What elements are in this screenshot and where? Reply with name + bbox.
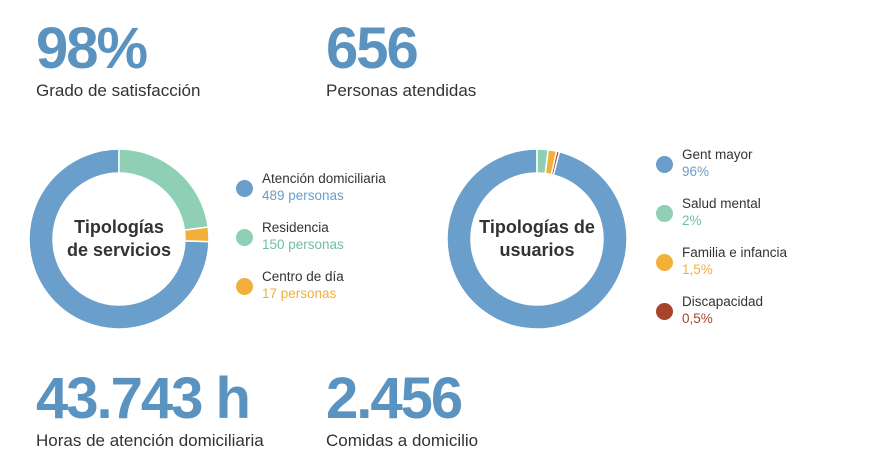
legend-color-dot (236, 180, 253, 197)
stat-satisfaction: 98% Grado de satisfacción (36, 16, 201, 100)
legend-value: 489 personas (262, 188, 344, 203)
stat-label: Grado de satisfacción (36, 81, 201, 100)
legend-value: 2% (682, 213, 702, 228)
legend-label: Centro de día (262, 269, 344, 284)
stat-value: 2.456 (326, 366, 463, 431)
legend-value: 0,5% (682, 311, 713, 326)
services-legend: Atención domiciliaria 489 personas Residen… (234, 170, 386, 317)
stat-people-served: 656 Personas atendidas (326, 16, 477, 100)
stat-value: 43.743 h (36, 366, 251, 431)
services-chart-title: Tipologías de servicios (66, 216, 172, 260)
legend-label: Salud mental (682, 196, 761, 211)
users-donut-chart: Tipologías de usuarios (446, 148, 628, 330)
stat-home-care-hours: 43.743 h Horas de atención domiciliaria (36, 366, 264, 450)
legend-color-dot (656, 303, 673, 320)
users-chart-title: Tipologías de usuarios (479, 216, 595, 260)
services-donut-chart: Tipologías de servicios (28, 148, 210, 330)
legend-label: Discapacidad (682, 294, 764, 309)
legend-label: Gent mayor (682, 147, 753, 162)
legend-color-dot (236, 229, 253, 246)
legend-value: 96% (682, 164, 710, 179)
services-donut-svg (28, 148, 210, 330)
stat-label: Horas de atención domiciliaria (36, 431, 264, 450)
legend-value: 1,5% (682, 262, 713, 277)
stat-home-meals: 2.456 Comidas a domicilio (326, 366, 479, 450)
legend-label: Residencia (262, 220, 329, 235)
legend-item: Gent mayor 96% (654, 146, 787, 195)
users-legend: Gent mayor 96% Salud mental 2% Familia e inf… (654, 146, 787, 342)
legend-value: 17 personas (262, 286, 337, 301)
legend-item: Familia e infancia 1,5% (654, 244, 787, 293)
stat-label: Comidas a domicilio (326, 431, 479, 450)
users-donut-svg (446, 148, 628, 330)
legend-color-dot (656, 205, 673, 222)
legend-item: Discapacidad 0,5% (654, 293, 787, 342)
legend-value: 150 personas (262, 237, 344, 252)
legend-item: Salud mental 2% (654, 195, 787, 244)
legend-color-dot (656, 254, 673, 271)
donut-slice-discapacidad (550, 150, 561, 176)
legend-item: Atención domiciliaria 489 personas (234, 170, 386, 219)
stat-value: 656 (326, 16, 419, 81)
legend-label: Atención domiciliaria (262, 171, 386, 186)
stat-label: Personas atendidas (326, 81, 477, 100)
stat-value: 98% (36, 16, 148, 81)
donut-slice-atenci-n-domiciliaria (28, 148, 210, 330)
legend-color-dot (656, 156, 673, 173)
legend-item: Residencia 150 personas (234, 219, 386, 268)
donut-slice-centro-de-d-a (183, 226, 210, 243)
legend-color-dot (236, 278, 253, 295)
donut-slice-gent-mayor (446, 148, 628, 330)
legend-label: Familia e infancia (682, 245, 788, 260)
legend-item: Centro de día 17 personas (234, 268, 386, 317)
